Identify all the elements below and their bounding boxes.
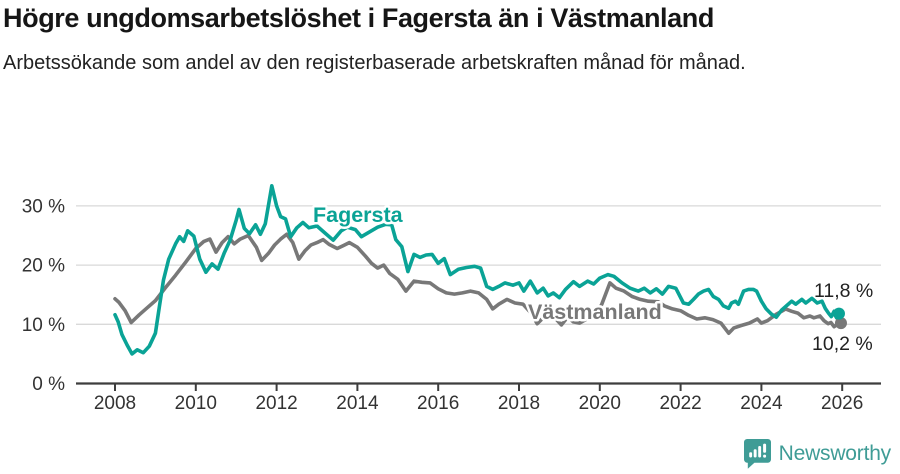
x-tick-label-2008: 2008	[94, 393, 136, 414]
y-tick-label-10: 10 %	[22, 315, 65, 336]
newsworthy-logo[interactable]: Newsworthy	[743, 439, 892, 469]
newsworthy-wordmark: Newsworthy	[778, 442, 892, 465]
vastmanland-line	[113, 232, 841, 335]
vastmanland-series-label: Västmanland	[528, 300, 662, 324]
fagersta-end-dot	[832, 307, 845, 320]
y-tick-label-0: 0 %	[32, 374, 65, 395]
y-tick-label-30: 30 %	[22, 196, 65, 217]
fagersta-line	[113, 184, 841, 356]
x-tick-label-2026: 2026	[821, 393, 863, 414]
x-tick-label-2012: 2012	[255, 393, 297, 414]
x-tick-label-2014: 2014	[336, 393, 379, 414]
x-tick-label-2018: 2018	[498, 393, 540, 414]
fagersta-series-label: Fagersta	[313, 203, 404, 227]
chart-title: Högre ungdomsarbetslöshet i Fagersta än …	[3, 3, 714, 33]
x-tick-label-2020: 2020	[579, 393, 621, 414]
x-tick-label-2016: 2016	[417, 393, 459, 414]
y-tick-label-20: 20 %	[22, 256, 65, 277]
chart-subtitle: Arbetssökande som andel av den registerb…	[3, 52, 746, 75]
fagersta-end-value-label: 11,8 %	[814, 280, 873, 302]
vastmanland-end-value-label: 10,2 %	[812, 333, 873, 355]
chart-header: Högre ungdomsarbetslöshet i Fagersta än …	[3, 2, 883, 77]
newsworthy-icon	[743, 439, 771, 469]
x-tick-label-2010: 2010	[175, 393, 217, 414]
x-tick-label-2024: 2024	[740, 393, 783, 414]
vastmanland-end-dot	[834, 317, 847, 330]
x-tick-label-2022: 2022	[659, 393, 701, 414]
